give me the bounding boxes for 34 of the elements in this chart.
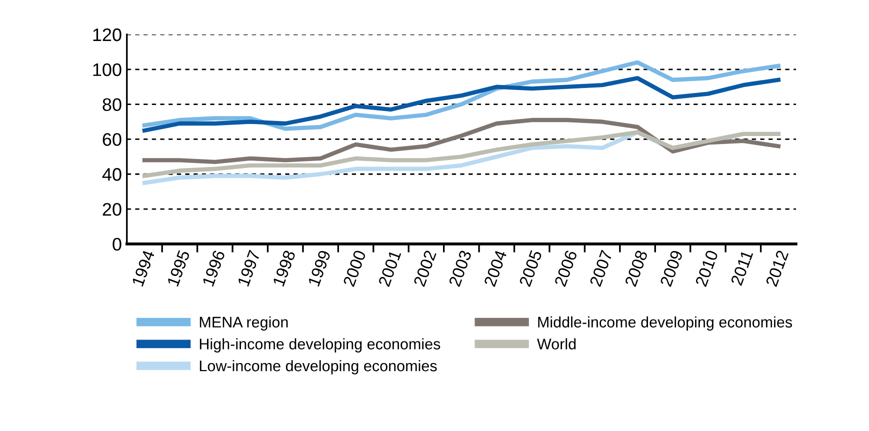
x-tick-label: 1998	[272, 250, 296, 287]
x-tick-label: 2004	[484, 249, 508, 288]
y-tick-label: 80	[102, 98, 122, 112]
x-tick-label: 2006	[554, 250, 578, 288]
y-tick-label: 40	[102, 168, 122, 181]
legend-label: Low-income developing economies	[200, 360, 437, 374]
x-tick-label: 1999	[308, 250, 331, 287]
x-tick-label: 2002	[413, 250, 436, 288]
legend-label: High-income developing economies	[200, 338, 440, 352]
x-tick-label: 1996	[202, 250, 226, 287]
line-series	[142, 60, 780, 131]
line-series	[142, 76, 780, 133]
x-tick-label: 2011	[730, 250, 754, 286]
y-tick-label: 20	[102, 202, 122, 216]
x-tick-label: 2001	[378, 250, 402, 288]
legend-label: World	[537, 338, 576, 350]
y-tick-label: 100	[93, 63, 122, 76]
line-series	[142, 118, 780, 164]
y-tick-label: 0	[112, 238, 122, 251]
x-tick-label: 2000	[342, 250, 366, 288]
x-tick-label: 1995	[166, 250, 190, 287]
x-tick-label: 1994	[132, 249, 155, 287]
x-tick-label: 2007	[589, 250, 613, 288]
legend-label: Middle-income developing economies	[538, 316, 792, 331]
x-tick-label: 2009	[660, 250, 684, 288]
y-tick-label: 120	[93, 28, 122, 42]
y-tick-label: 60	[102, 133, 122, 146]
legend-label: MENA region	[200, 316, 288, 331]
x-tick-label: 2010	[695, 250, 718, 288]
x-tick-label: 2003	[448, 250, 472, 288]
x-tick-label: 2005	[518, 250, 542, 288]
x-tick-label: 2012	[765, 250, 789, 288]
x-tick-label: 2008	[624, 250, 648, 288]
x-tick-label: 1997	[237, 250, 260, 287]
